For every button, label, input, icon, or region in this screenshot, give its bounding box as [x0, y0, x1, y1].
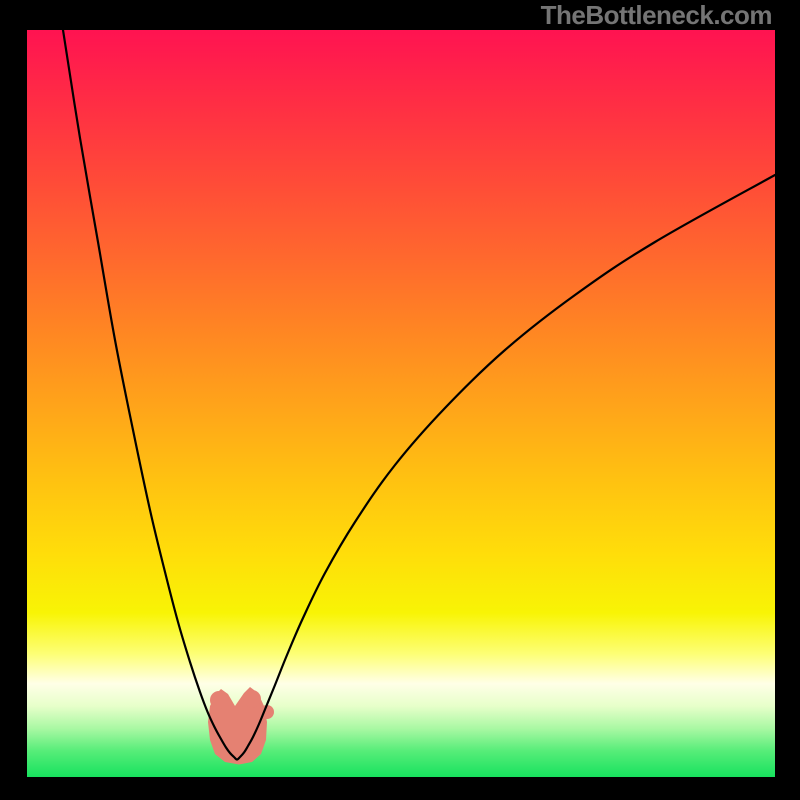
curve-layer: [0, 0, 800, 800]
chart-frame: TheBottleneck.com: [0, 0, 800, 800]
bottleneck-curve: [63, 30, 775, 760]
watermark-text: TheBottleneck.com: [541, 0, 772, 31]
valley-marker-lobe: [243, 690, 261, 708]
valley-marker-lobe: [210, 691, 228, 709]
